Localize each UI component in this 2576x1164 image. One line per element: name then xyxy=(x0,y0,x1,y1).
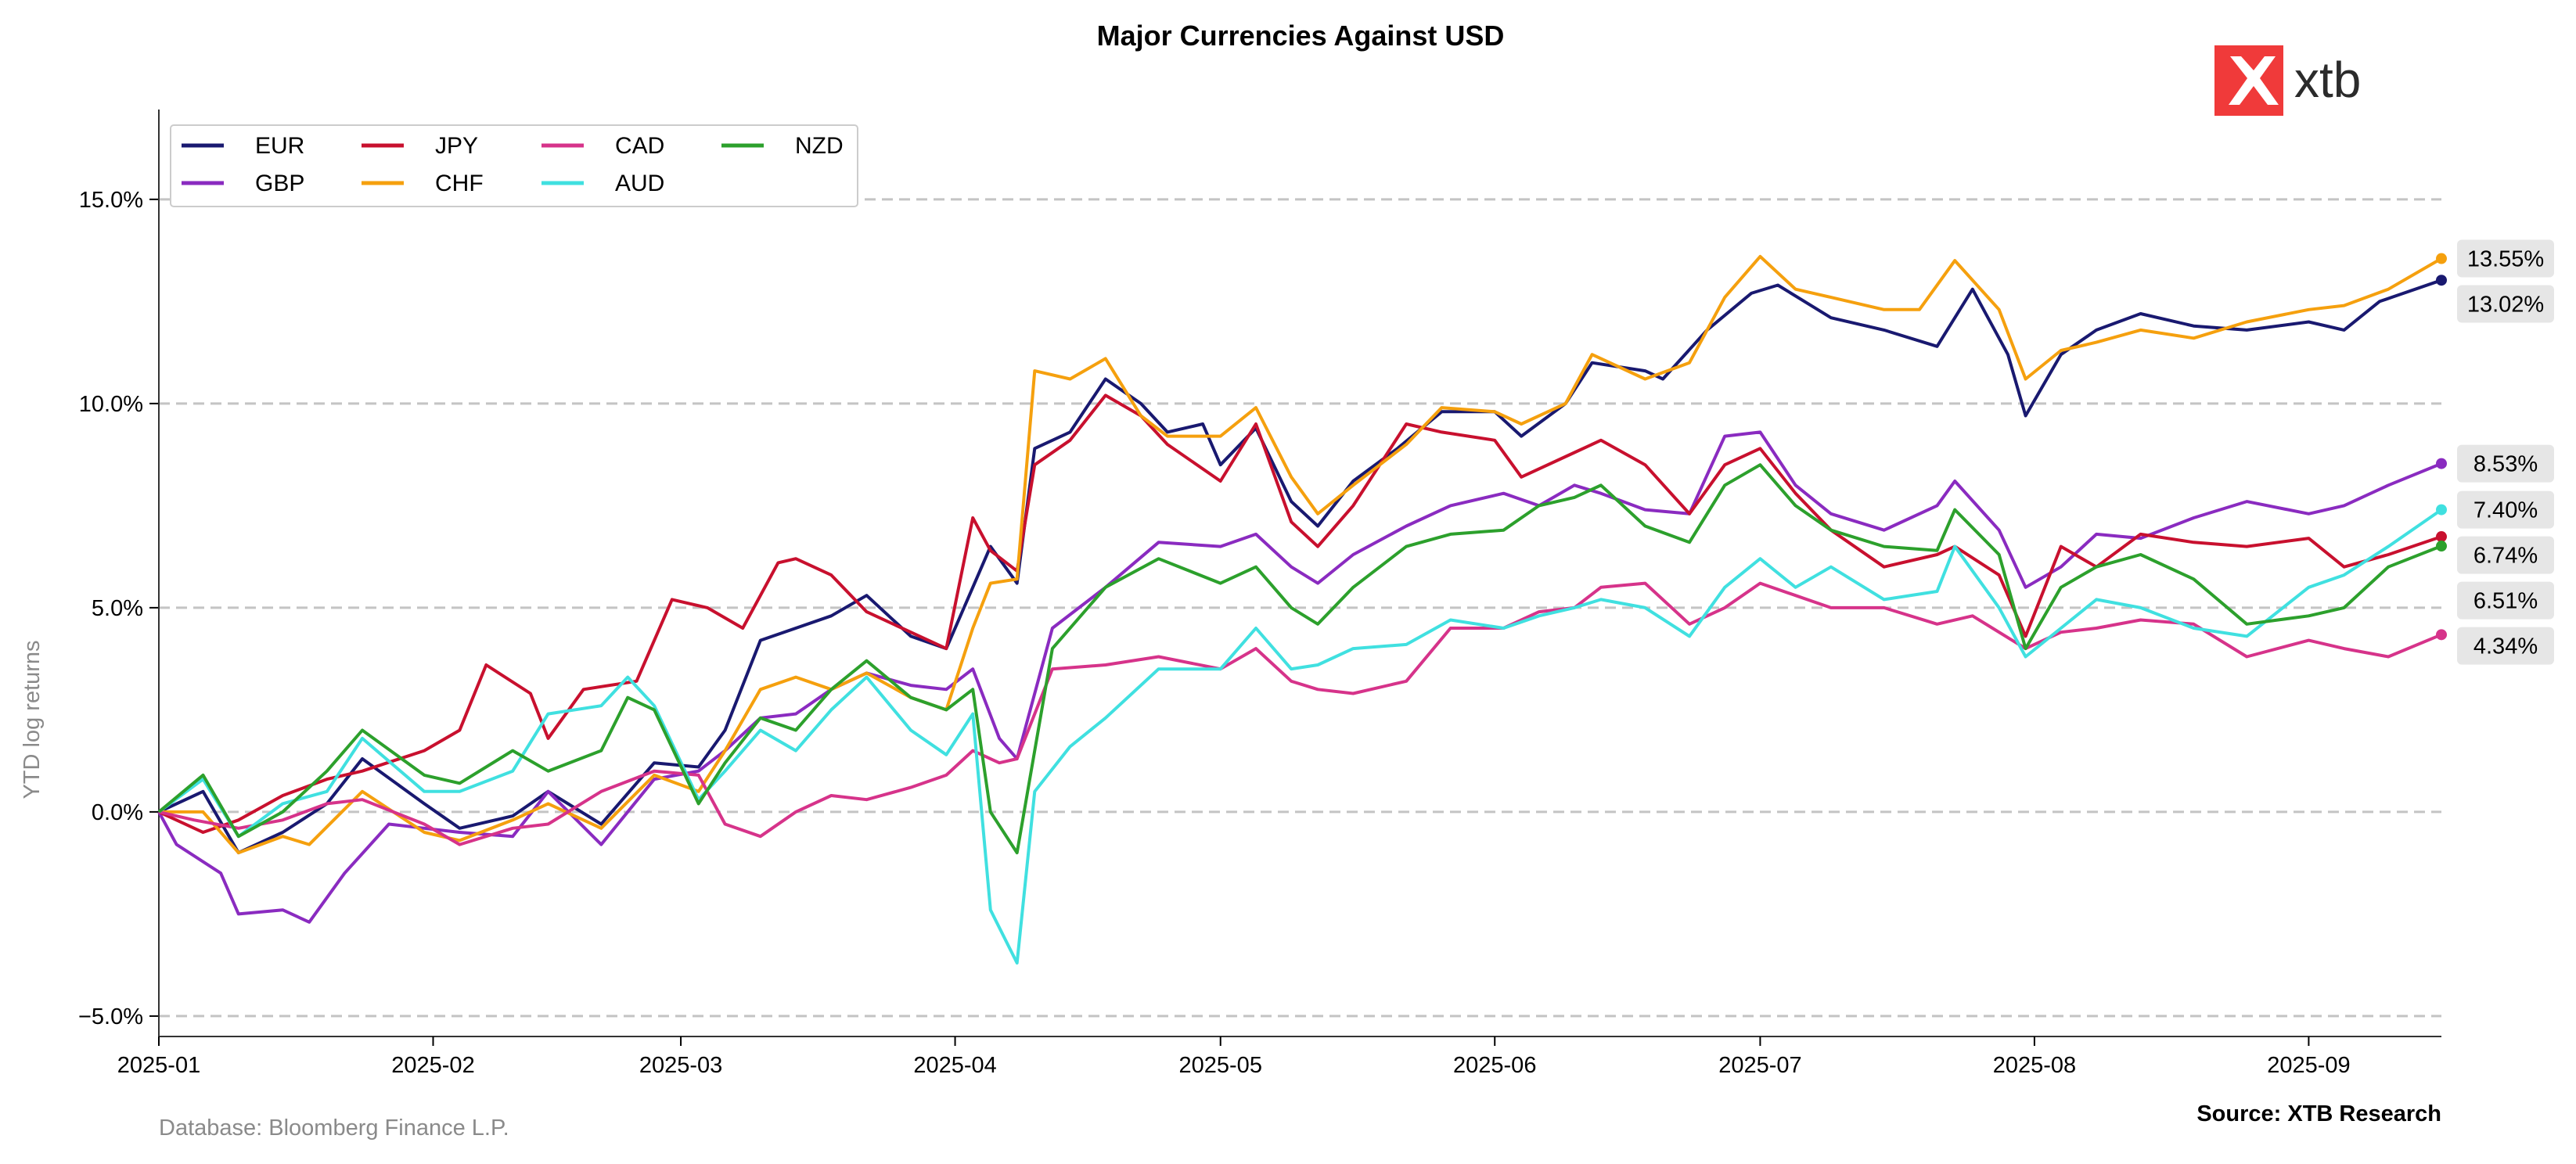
series-line-aud xyxy=(157,508,2443,965)
end-label-box-cad xyxy=(2457,627,2554,665)
end-point-aud xyxy=(2436,504,2447,516)
legend-label-jpy: JPY xyxy=(435,133,478,159)
x-tick-label: 2025-01 xyxy=(117,1053,200,1078)
end-point-chf xyxy=(2436,253,2447,264)
xtb-logo: xtb xyxy=(2214,45,2361,116)
legend-label-eur: EUR xyxy=(255,133,304,159)
legend-label-nzd: NZD xyxy=(795,133,844,159)
x-tick-label: 2025-04 xyxy=(913,1053,996,1078)
legend: EUR GBP JPY CHF CAD AUD NZD xyxy=(170,124,858,207)
end-label-box-chf xyxy=(2457,239,2554,278)
end-point-eur xyxy=(2436,275,2447,286)
x-tick-label: 2025-09 xyxy=(2267,1053,2350,1078)
end-labels: 13.55% 13.02% 8.53% 7.40% 6.74% 6.51% 4.34% xyxy=(2436,239,2554,665)
legend-label-cad: CAD xyxy=(615,133,664,159)
end-point-jpy xyxy=(2436,531,2447,543)
legend-label-gbp: GBP xyxy=(255,171,304,196)
x-tick-label: 2025-02 xyxy=(391,1053,474,1078)
x-tick-label: 2025-08 xyxy=(1993,1053,2076,1078)
series-line-nzd xyxy=(157,463,2442,855)
y-tick-label: 5.0% xyxy=(92,596,143,621)
legend-label-aud: AUD xyxy=(615,171,664,196)
end-label-box-eur xyxy=(2457,285,2554,323)
end-label-chf: 13.55% xyxy=(2467,247,2544,272)
end-label-eur: 13.02% xyxy=(2467,293,2544,318)
x-tick-label: 2025-03 xyxy=(639,1053,722,1078)
series-line-gbp xyxy=(157,430,2442,924)
end-point-gbp xyxy=(2436,458,2447,469)
end-label-box-jpy xyxy=(2457,536,2554,574)
series-lines xyxy=(157,254,2443,965)
end-label-box-aud xyxy=(2457,490,2554,529)
y-axis-label: YTD log returns xyxy=(20,640,45,799)
axes: −5.0% 0.0% 5.0% 10.0% 15.0% 2025-01 2025-02 202… xyxy=(78,110,2441,1078)
grid-lines xyxy=(159,198,2441,1018)
y-tick-label: 10.0% xyxy=(79,392,143,417)
end-label-jpy: 6.74% xyxy=(2473,544,2538,569)
series-line-cad xyxy=(158,581,2442,846)
end-label-nzd: 6.51% xyxy=(2473,589,2538,614)
xtb-logo-text: xtb xyxy=(2294,52,2361,108)
footer-source: Source: XTB Research xyxy=(2196,1101,2441,1126)
end-label-cad: 4.34% xyxy=(2473,634,2538,659)
end-label-gbp: 8.53% xyxy=(2473,452,2538,477)
y-tick-label: −5.0% xyxy=(78,1004,143,1029)
legend-label-chf: CHF xyxy=(435,171,484,196)
y-tick-label: 15.0% xyxy=(79,188,143,213)
footer-database: Database: Bloomberg Finance L.P. xyxy=(159,1116,509,1141)
end-label-aud: 7.40% xyxy=(2473,498,2538,523)
x-tick-label: 2025-05 xyxy=(1179,1053,1262,1078)
end-label-box-gbp xyxy=(2457,444,2554,483)
y-tick-label: 0.0% xyxy=(92,800,143,825)
series-line-jpy xyxy=(158,393,2442,834)
series-line-chf xyxy=(159,254,2443,855)
end-label-box-nzd xyxy=(2457,581,2554,620)
chart-title: Major Currencies Against USD xyxy=(1097,20,1505,52)
series-line-eur xyxy=(158,278,2442,855)
x-tick-label: 2025-06 xyxy=(1453,1053,1536,1078)
end-point-nzd xyxy=(2436,541,2447,552)
x-tick-label: 2025-07 xyxy=(1718,1053,1801,1078)
end-point-cad xyxy=(2436,629,2447,641)
legend-box xyxy=(170,124,858,207)
